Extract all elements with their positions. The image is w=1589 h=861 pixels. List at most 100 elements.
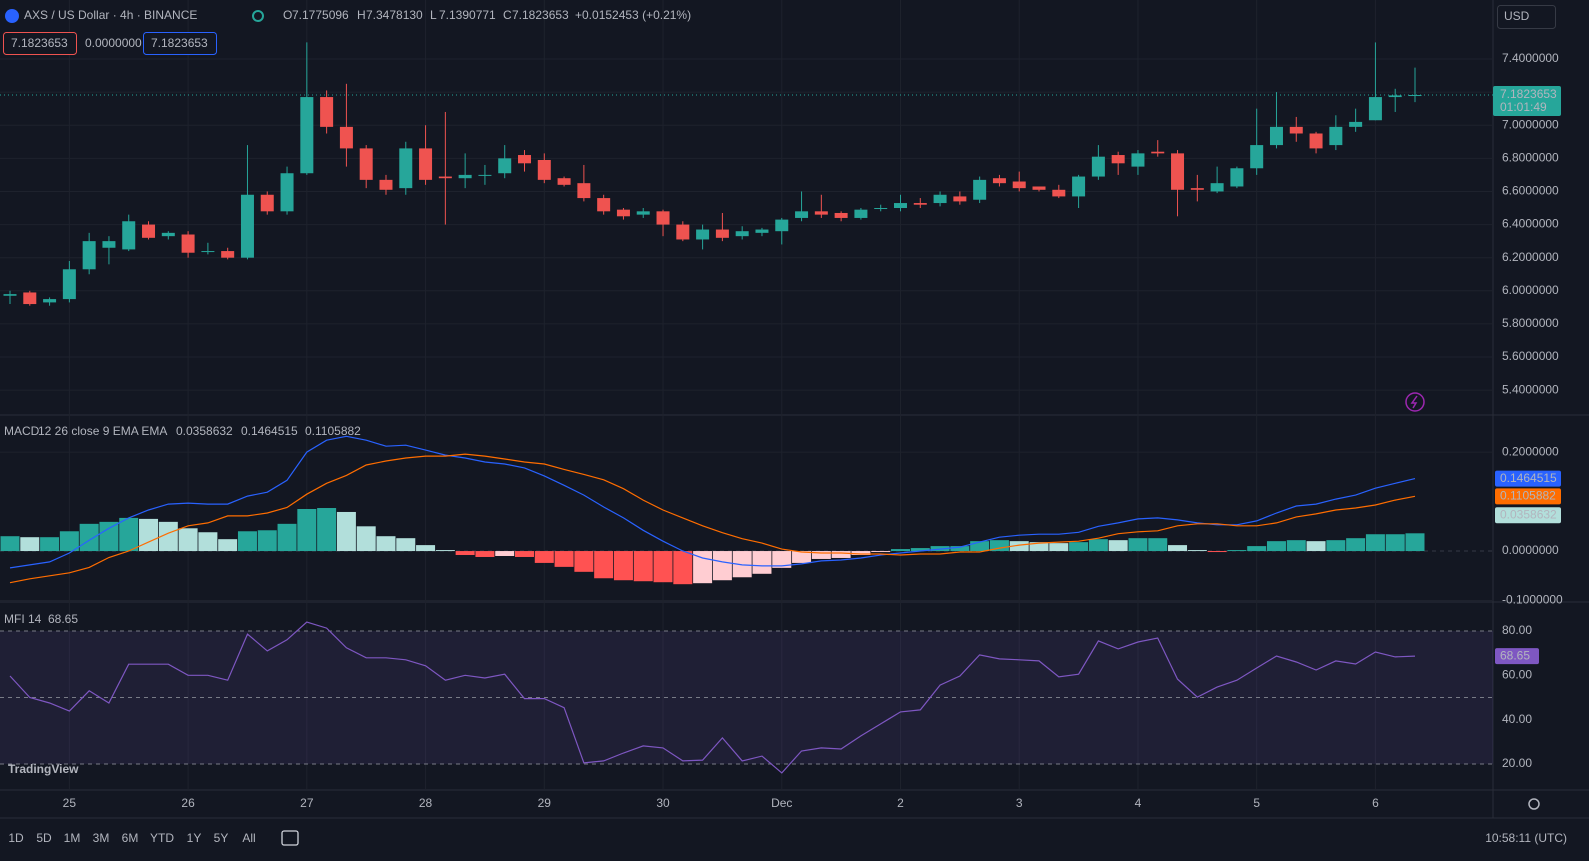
indicator-value: 0.1105882: [305, 424, 361, 438]
logo: TradingView: [8, 762, 79, 776]
range-button[interactable]: 1Y: [187, 831, 202, 845]
histogram-bar: [435, 550, 455, 552]
ohlc-value: 7.1775096: [292, 8, 349, 22]
candle-body: [676, 224, 690, 240]
y-tick-label: 6.6000000: [1502, 184, 1559, 198]
y-tick-label: 5.6000000: [1502, 349, 1559, 363]
histogram-bar: [772, 551, 792, 568]
price-change: +0.0152453 (+0.21%): [575, 8, 691, 22]
histogram-bar: [1207, 551, 1227, 553]
axis-value-label: 0.0358632: [1500, 507, 1557, 521]
alert-icon[interactable]: [1405, 392, 1425, 412]
candle-body: [597, 198, 611, 212]
candle-body: [893, 203, 907, 209]
date-range-icon[interactable]: [281, 830, 299, 846]
range-button[interactable]: YTD: [150, 831, 174, 845]
candle-body: [913, 203, 927, 205]
candle-body: [498, 158, 512, 174]
histogram-bar: [1187, 550, 1207, 552]
histogram-bar: [336, 511, 356, 552]
clock-label[interactable]: 10:58:11 (UTC): [1485, 831, 1567, 845]
y-tick-label: 7.4000000: [1502, 51, 1559, 65]
badge-label: 0.0000000: [85, 36, 142, 50]
y-tick-label: 7.0000000: [1502, 117, 1559, 131]
x-tick-label: 6: [1372, 796, 1379, 810]
axis-value-label: 0.1105882: [1500, 489, 1556, 503]
histogram-bar: [20, 537, 40, 552]
histogram-bar: [237, 531, 257, 552]
range-button[interactable]: 6M: [122, 831, 139, 845]
candle-body: [834, 212, 848, 218]
symbol-title: AXS / US Dollar · 4h · BINANCE: [24, 8, 197, 22]
indicator-name: MACD: [4, 424, 40, 438]
histogram-bar: [1286, 540, 1306, 552]
countdown-label: 01:01:49: [1500, 100, 1547, 114]
histogram-bar: [1168, 545, 1188, 552]
candle-body: [1072, 176, 1086, 197]
histogram-bar: [1306, 541, 1326, 552]
currency-box[interactable]: [1497, 5, 1556, 29]
y-tick-label: 0.0000000: [1502, 543, 1559, 557]
y-tick-label: 0.2000000: [1502, 444, 1559, 458]
badge-box: [3, 32, 77, 55]
candle-body: [1171, 153, 1185, 190]
candle-body: [1190, 188, 1204, 190]
candle-body: [1368, 97, 1382, 121]
histogram-bar: [396, 538, 416, 552]
ohlc-value: 7.3478130: [366, 8, 423, 22]
candle-body: [102, 241, 116, 248]
axis-value-label: 68.65: [1500, 648, 1530, 662]
candle-body: [122, 221, 136, 250]
candle-body: [43, 299, 57, 303]
alert-bolt: [1410, 395, 1418, 409]
candle-body: [1309, 133, 1323, 149]
histogram-bar: [1405, 533, 1425, 552]
histogram-bar: [851, 551, 871, 556]
histogram-bar: [40, 537, 60, 552]
x-tick-label: 3: [1016, 796, 1023, 810]
x-tick-label: 27: [300, 796, 314, 810]
range-button[interactable]: 1D: [8, 831, 24, 845]
histogram-bar: [712, 551, 732, 581]
ohlc-key: O: [283, 8, 292, 22]
histogram-bar: [732, 551, 752, 578]
visibility-icon[interactable]: [252, 10, 264, 22]
histogram-bar: [890, 549, 910, 552]
indicator-value: 0.1464515: [241, 424, 298, 438]
candle-body: [1349, 121, 1363, 127]
last-price-badge: [1493, 86, 1561, 117]
y-tick-label: 40.00: [1502, 712, 1532, 726]
settings-icon[interactable]: [1528, 798, 1540, 810]
candle-body: [379, 179, 393, 190]
x-tick-label: 25: [63, 796, 77, 810]
candle-body: [1329, 126, 1343, 146]
candle-body: [518, 155, 532, 164]
y-tick-label: 60.00: [1502, 667, 1532, 681]
histogram-bar: [317, 508, 337, 552]
candle-body: [1131, 153, 1145, 167]
axis-value-label: 0.1464515: [1500, 471, 1557, 485]
histogram-bar: [752, 551, 772, 574]
range-button[interactable]: 5Y: [214, 831, 229, 845]
candle-body: [419, 148, 433, 180]
y-tick-label: 20.00: [1502, 756, 1532, 770]
y-tick-label: 6.0000000: [1502, 283, 1559, 297]
candle-body: [854, 209, 868, 218]
range-button[interactable]: 3M: [93, 831, 110, 845]
histogram-bar: [989, 540, 1009, 552]
histogram-bar: [811, 551, 831, 559]
candle-body: [300, 97, 314, 174]
range-button[interactable]: 1M: [64, 831, 81, 845]
histogram-bar: [673, 551, 693, 585]
indicator-params: 14: [28, 612, 42, 626]
histogram-bar: [198, 532, 218, 552]
candle-body: [1230, 168, 1244, 187]
y-tick-label: 6.8000000: [1502, 151, 1559, 165]
candle-body: [636, 211, 650, 215]
range-button[interactable]: All: [242, 831, 255, 845]
candle-body: [181, 234, 195, 253]
range-button[interactable]: 5D: [36, 831, 52, 845]
histogram-bar: [1108, 540, 1128, 552]
candle-body: [1250, 145, 1264, 169]
